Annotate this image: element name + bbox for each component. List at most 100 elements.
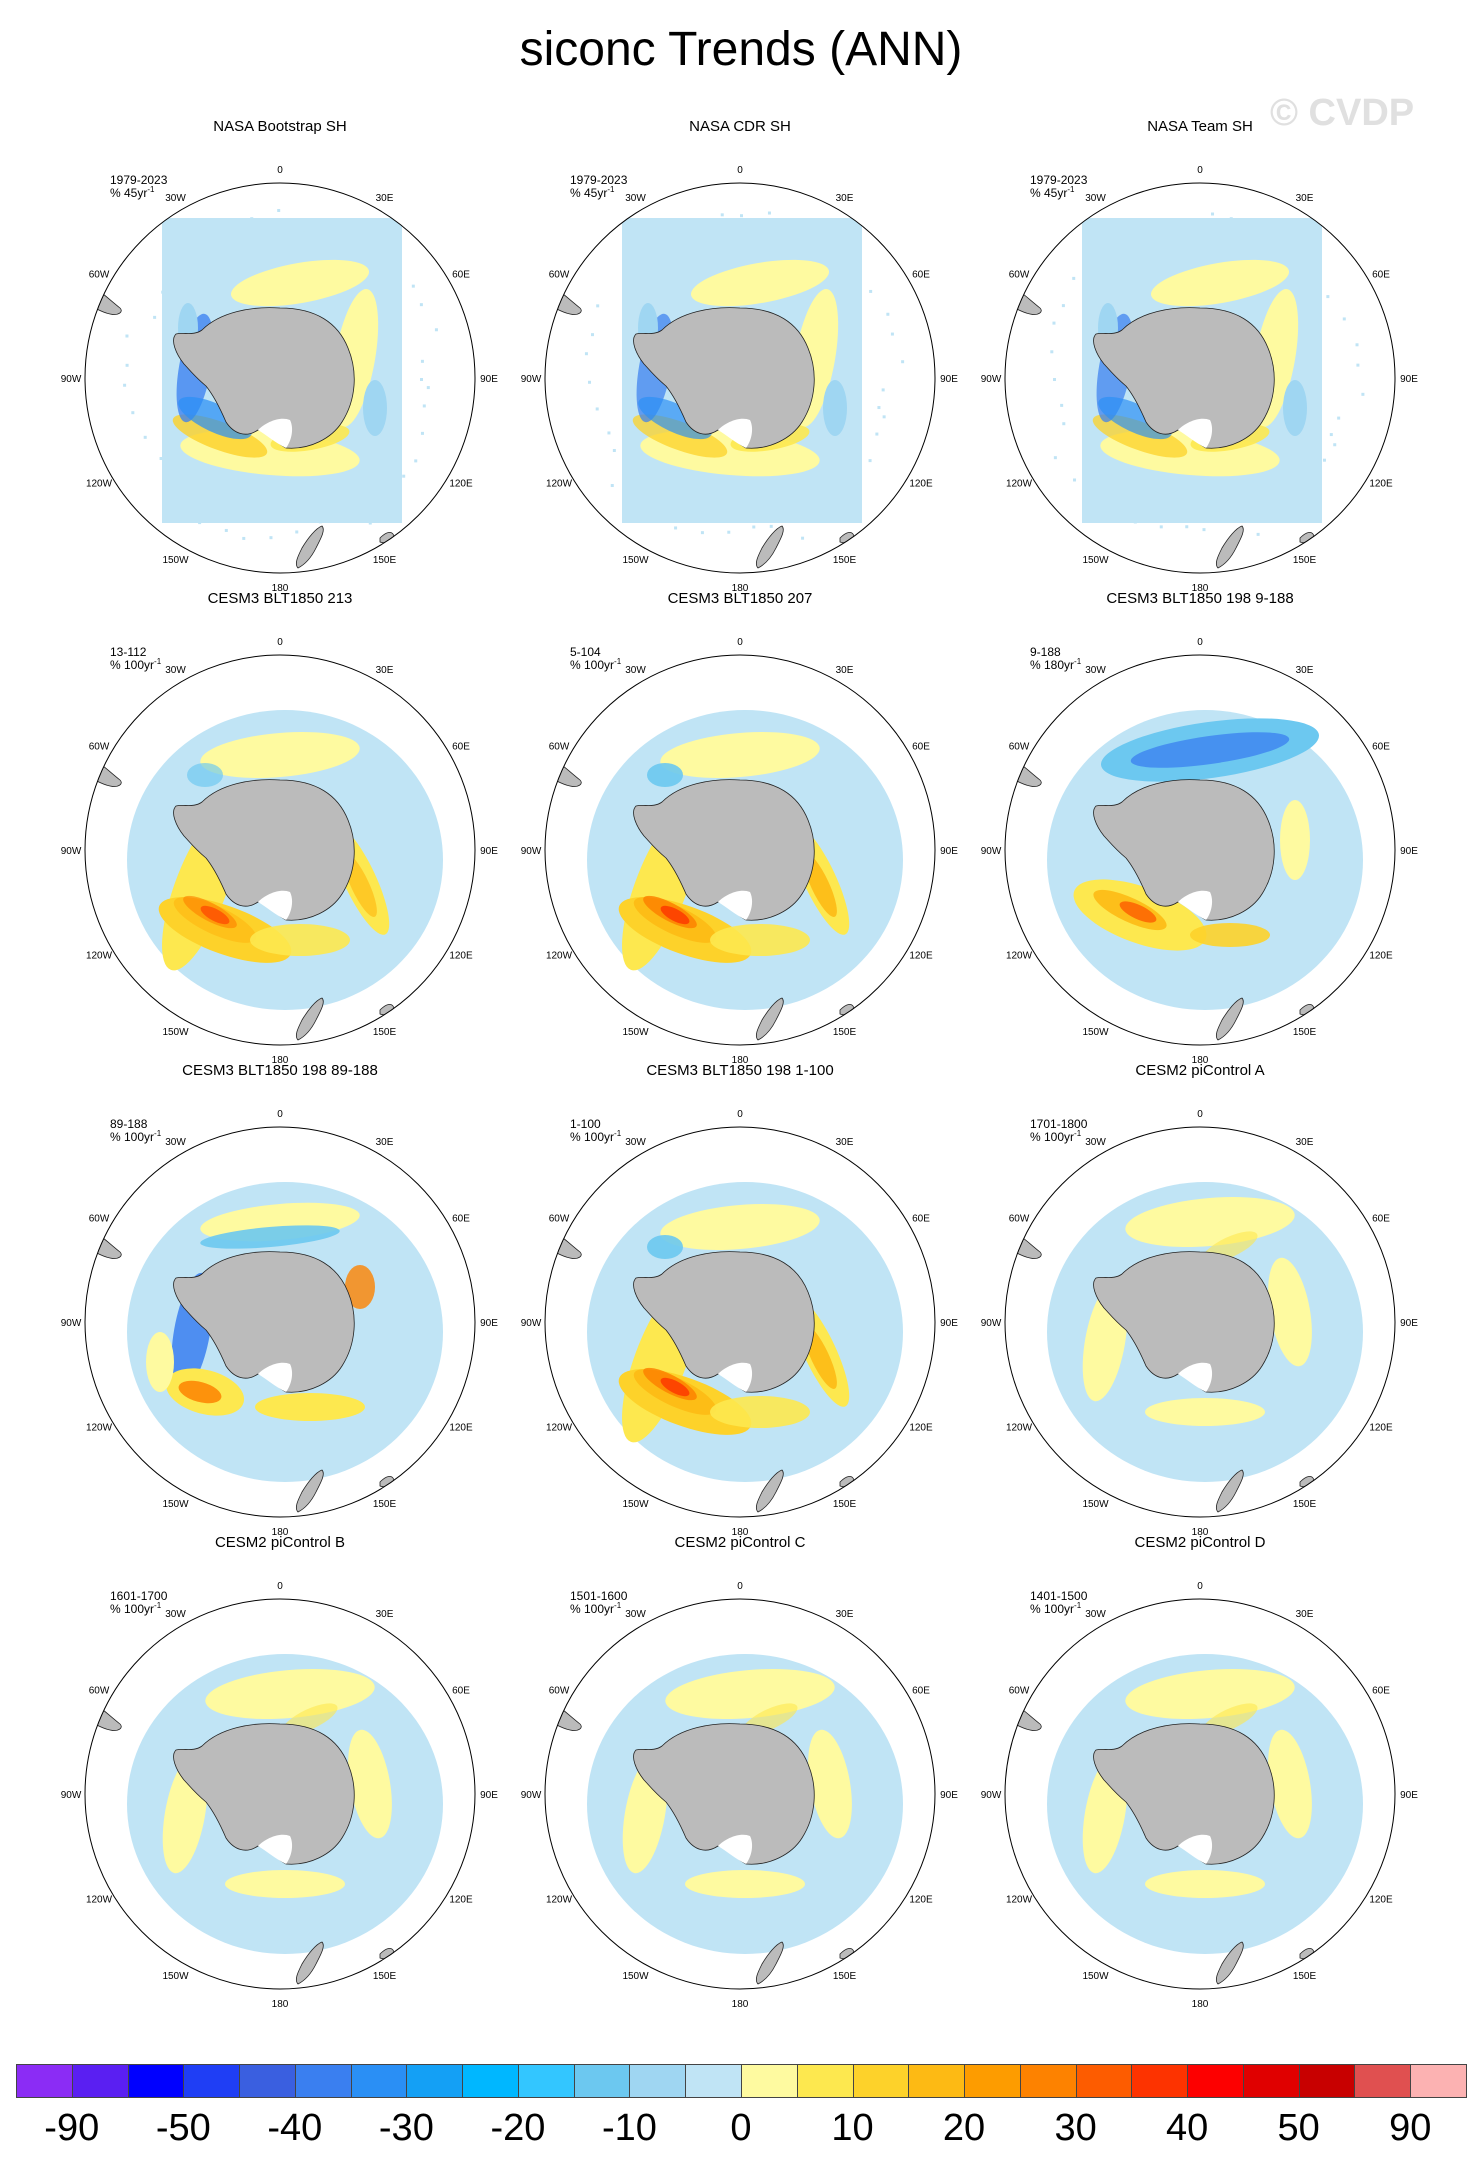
longitude-label: 60E [1372, 270, 1390, 281]
longitude-label: 30E [376, 193, 394, 204]
longitude-label: 180 [732, 583, 749, 594]
longitude-label: 150W [622, 1499, 649, 1510]
panel-units: % 45yr-1 [570, 185, 615, 201]
panel-units: % 100yr-1 [570, 1601, 622, 1617]
map-boundary [544, 1598, 936, 1990]
longitude-label: 120W [546, 1423, 573, 1434]
longitude-label: 180 [732, 1527, 749, 1538]
longitude-label: 60W [549, 270, 570, 281]
longitude-label: 60E [452, 1686, 470, 1697]
panel-units: % 100yr-1 [570, 1129, 622, 1145]
longitude-label: 120W [86, 1423, 113, 1434]
map-boundary [544, 1126, 936, 1518]
colorbar-swatch [1410, 2064, 1467, 2098]
map-panel: 0 30E 60E 90E 120E 150E 180 150W 120W 90W 60W 30W CE… [980, 1534, 1420, 2010]
longitude-label: 30E [1296, 1137, 1314, 1148]
map-panel: 0 30E 60E 90E 120E 150E 180 150W 120W 90W 60W 30W CE… [520, 1534, 960, 2010]
map-boundary [84, 182, 476, 574]
map-boundary [84, 1126, 476, 1518]
polar-map: 0 30E 60E 90E 120E 150E 180 150W 120W 90W 60W 30W [981, 165, 1419, 594]
longitude-label: 150W [162, 555, 189, 566]
map-panel: 0 30E 60E 90E 120E 150E 180 150W 120W 90W 60W 30W NA… [520, 118, 960, 594]
longitude-label: 30W [625, 665, 646, 676]
longitude-label: 180 [1192, 583, 1209, 594]
longitude-label: 120W [546, 1895, 573, 1906]
longitude-label: 180 [732, 1999, 749, 2010]
longitude-label: 180 [1192, 1055, 1209, 1066]
panel-period: 89-188 [110, 1117, 148, 1131]
sea-ice-trend-field [545, 1654, 903, 1985]
map-panel: 0 30E 60E 90E 120E 150E 180 150W 120W 90W 60W 30W NA… [60, 118, 500, 594]
panel-units: % 45yr-1 [110, 185, 155, 201]
map-boundary [1004, 654, 1396, 1046]
longitude-label: 30W [165, 1137, 186, 1148]
panel-period: 1-100 [570, 1117, 601, 1131]
longitude-label: 150W [622, 1027, 649, 1038]
longitude-label: 60E [912, 270, 930, 281]
cvdp-watermark: © CVDP [1270, 92, 1415, 134]
longitude-label: 60W [89, 270, 110, 281]
longitude-label: 150E [833, 1027, 857, 1038]
longitude-label: 90W [61, 846, 82, 857]
longitude-label: 150E [833, 1971, 857, 1982]
map-boundary [544, 654, 936, 1046]
longitude-label: 60W [89, 742, 110, 753]
colorbar-swatch [1298, 2064, 1356, 2098]
longitude-label: 150W [162, 1499, 189, 1510]
longitude-label: 0 [277, 637, 283, 648]
longitude-label: 120E [909, 1423, 933, 1434]
panel-title: CESM3 BLT1850 213 [207, 590, 353, 607]
longitude-label: 60E [912, 742, 930, 753]
map-boundary [1004, 1126, 1396, 1518]
colorbar-tick-label: 40 [1166, 2107, 1209, 2149]
longitude-label: 30W [165, 193, 186, 204]
longitude-label: 150W [622, 1971, 649, 1982]
longitude-label: 90W [521, 1790, 542, 1801]
longitude-label: 30E [836, 665, 854, 676]
longitude-label: 30W [165, 1609, 186, 1620]
longitude-label: 120W [1006, 1895, 1033, 1906]
longitude-label: 90E [480, 846, 498, 857]
longitude-label: 150W [1082, 1499, 1109, 1510]
longitude-label: 30W [1085, 193, 1106, 204]
panel-title: CESM2 piControl A [1135, 1062, 1265, 1079]
colorbar-tick-label: -30 [378, 2107, 434, 2149]
map-boundary [1004, 1598, 1396, 1990]
panel-title: CESM3 BLT1850 207 [667, 590, 813, 607]
longitude-label: 0 [737, 1581, 743, 1592]
sea-ice-trend-field [85, 1182, 443, 1513]
longitude-label: 30E [1296, 1609, 1314, 1620]
longitude-label: 30W [1085, 1137, 1106, 1148]
longitude-label: 120W [86, 479, 113, 490]
polar-map: 0 30E 60E 90E 120E 150E 180 150W 120W 90W 60W 30W [981, 637, 1419, 1066]
polar-map: 0 30E 60E 90E 120E 150E 180 150W 120W 90W 60W 30W [61, 1581, 499, 2010]
longitude-label: 150W [162, 1971, 189, 1982]
polar-map: 0 30E 60E 90E 120E 150E 180 150W 120W 90W 60W 30W [521, 1581, 959, 2010]
longitude-label: 60E [912, 1686, 930, 1697]
map-boundary [84, 654, 476, 1046]
longitude-label: 90E [940, 1318, 958, 1329]
map-panel: 0 30E 60E 90E 120E 150E 180 150W 120W 90W 60W 30W CE… [520, 1062, 960, 1538]
polar-map: 0 30E 60E 90E 120E 150E 180 150W 120W 90W 60W 30W [61, 637, 499, 1066]
longitude-label: 180 [272, 583, 289, 594]
longitude-label: 60E [1372, 742, 1390, 753]
panel-units: % 180yr-1 [1030, 657, 1082, 673]
longitude-label: 60W [1009, 1686, 1030, 1697]
longitude-label: 120E [449, 951, 473, 962]
longitude-label: 120E [1369, 951, 1393, 962]
colorbar-tick-label: 50 [1277, 2107, 1320, 2149]
longitude-label: 90W [981, 374, 1002, 385]
longitude-label: 60W [89, 1214, 110, 1225]
longitude-label: 90W [981, 1318, 1002, 1329]
longitude-label: 60W [1009, 270, 1030, 281]
longitude-label: 60W [89, 1686, 110, 1697]
longitude-label: 120W [86, 951, 113, 962]
longitude-label: 120E [449, 1423, 473, 1434]
sea-ice-trend-field [85, 1654, 443, 1985]
colorbar-swatch [964, 2064, 1021, 2098]
longitude-label: 90E [1400, 846, 1418, 857]
colorbar-swatch [685, 2064, 742, 2098]
longitude-label: 0 [737, 637, 743, 648]
longitude-label: 180 [272, 1055, 289, 1066]
longitude-label: 150E [373, 555, 397, 566]
